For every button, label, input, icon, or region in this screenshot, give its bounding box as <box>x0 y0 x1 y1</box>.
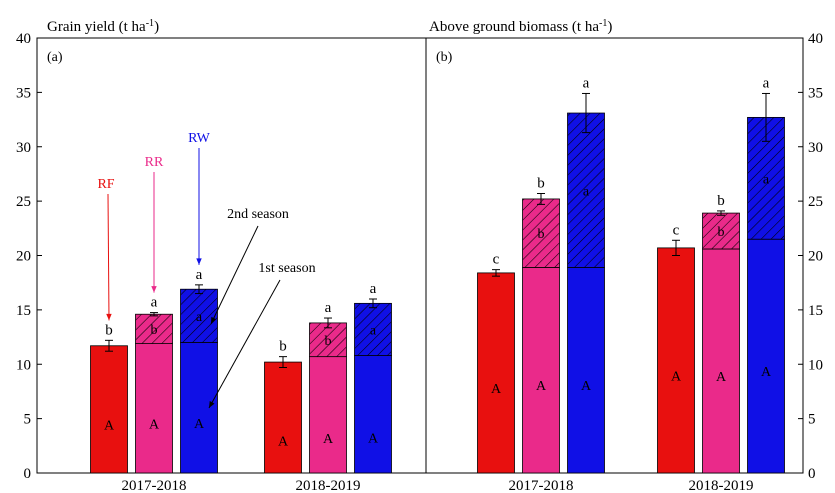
significance-letter-second: b <box>325 334 332 349</box>
bar-RF-first-season <box>90 345 128 474</box>
bar-hatch-RW <box>180 289 218 343</box>
y-tick-label-left: 25 <box>16 194 31 210</box>
significance-letter-total: b <box>279 339 287 355</box>
labels-layer: Grain yield (t ha-1)(a)bAabAaaAbAabAaaAA… <box>47 18 772 450</box>
bars-layer <box>90 92 785 474</box>
treatment-arrow-RR-head <box>151 286 157 293</box>
y-tick-label-right: 10 <box>808 357 823 373</box>
y-tick-label-right: 35 <box>808 85 823 101</box>
panel-title: Above ground biomass (t ha-1) <box>429 18 612 36</box>
bar-hatch-RR <box>522 198 560 268</box>
significance-letter-total: b <box>717 193 725 209</box>
treatment-label-RW: RW <box>188 131 211 146</box>
bar-RW-first-season <box>747 238 785 474</box>
bar-hatch-RR <box>309 322 347 357</box>
y-tick-label-right: 30 <box>808 140 823 156</box>
y-tick-label-left: 10 <box>16 357 31 373</box>
significance-letter-first: A <box>323 432 334 447</box>
significance-letter-second: a <box>583 184 590 199</box>
significance-letter-first: A <box>149 417 160 432</box>
y-tick-label-right: 15 <box>808 303 823 319</box>
y-tick-label-right: 0 <box>808 466 816 482</box>
significance-letter-second: a <box>370 323 377 338</box>
significance-letter-total: a <box>196 267 203 283</box>
significance-letter-total: c <box>493 252 500 268</box>
significance-letter-total: b <box>537 176 545 192</box>
y-tick-label-left: 40 <box>16 31 31 47</box>
bar-RR-first-season <box>135 343 173 474</box>
significance-letter-total: c <box>673 222 680 238</box>
significance-letter-first: A <box>368 431 379 446</box>
significance-letter-total: a <box>583 75 590 91</box>
bar-hatch-RR <box>135 314 173 344</box>
bar-RF-first-season <box>657 247 695 474</box>
significance-letter-total: a <box>151 295 158 311</box>
significance-letter-first: A <box>761 365 772 380</box>
y-tick-label-left: 30 <box>16 140 31 156</box>
significance-letter-total: a <box>763 75 770 91</box>
bar-RR-first-season <box>309 356 347 474</box>
second-season-arrow-head <box>211 316 217 324</box>
treatment-label-RF: RF <box>97 177 114 192</box>
significance-letter-second: b <box>538 227 545 242</box>
significance-letter-first: A <box>536 379 547 394</box>
treatment-arrow-RW-head <box>196 258 202 265</box>
x-tick-label: 2018-2019 <box>296 478 361 493</box>
bar-RR-first-season <box>702 248 740 474</box>
bar-RF-first-season <box>264 361 302 474</box>
y-tick-label-left: 20 <box>16 249 31 265</box>
significance-letter-second: b <box>151 323 158 338</box>
second-season-label: 2nd season <box>227 207 289 222</box>
y-tick-label-left: 35 <box>16 85 31 101</box>
x-tick-label: 2018-2019 <box>689 478 754 493</box>
bar-RW-first-season <box>354 355 392 474</box>
significance-letter-first: A <box>278 435 289 450</box>
treatment-arrow-RF-head <box>106 313 112 321</box>
significance-letter-first: A <box>671 369 682 384</box>
y-tick-label-right: 40 <box>808 31 823 47</box>
first-season-label: 1st season <box>258 261 315 276</box>
first-season-arrow <box>208 279 281 409</box>
significance-letter-second: a <box>196 310 203 325</box>
significance-letter-first: A <box>581 379 592 394</box>
treatment-arrow-RF <box>107 193 110 321</box>
y-tick-label-left: 0 <box>24 466 32 482</box>
significance-letter-first: A <box>104 418 115 433</box>
axes-layer: 0 0 5 5 10 10 15 15 20 20 25 25 30 30 35 35 40 40 2017-201… <box>16 31 823 493</box>
y-tick-label-right: 5 <box>808 412 816 428</box>
bar-RF-first-season <box>477 272 515 474</box>
y-tick-label-right: 20 <box>808 249 823 265</box>
significance-letter-first: A <box>491 382 502 397</box>
bar-hatch-RR <box>702 213 740 249</box>
panel-label: (a) <box>47 50 63 65</box>
y-tick-label-right: 25 <box>808 194 823 210</box>
treatment-label-RR: RR <box>145 155 164 170</box>
bar-RW-first-season <box>180 342 218 474</box>
significance-letter-total: a <box>325 300 332 316</box>
annotation-layer: RF RR RW 2nd season 1st season <box>97 131 316 409</box>
bar-RR-first-season <box>522 267 560 474</box>
significance-letter-total: a <box>370 281 377 297</box>
x-tick-label: 2017-2018 <box>122 478 187 493</box>
panel-title: Grain yield (t ha-1) <box>47 18 159 36</box>
bar-hatch-RW <box>567 113 605 268</box>
bar-hatch-RW <box>354 303 392 356</box>
significance-letter-first: A <box>194 417 205 432</box>
y-tick-label-left: 15 <box>16 303 31 319</box>
second-season-arrow <box>210 225 259 325</box>
significance-letter-total: b <box>105 322 113 338</box>
x-tick-label: 2017-2018 <box>509 478 574 493</box>
panel-label: (b) <box>436 50 453 65</box>
first-season-arrow-head <box>209 401 215 408</box>
y-tick-label-left: 5 <box>24 412 32 428</box>
bar-RW-first-season <box>567 267 605 474</box>
significance-letter-first: A <box>716 370 727 385</box>
significance-letter-second: b <box>718 225 725 240</box>
significance-letter-second: a <box>763 172 770 187</box>
